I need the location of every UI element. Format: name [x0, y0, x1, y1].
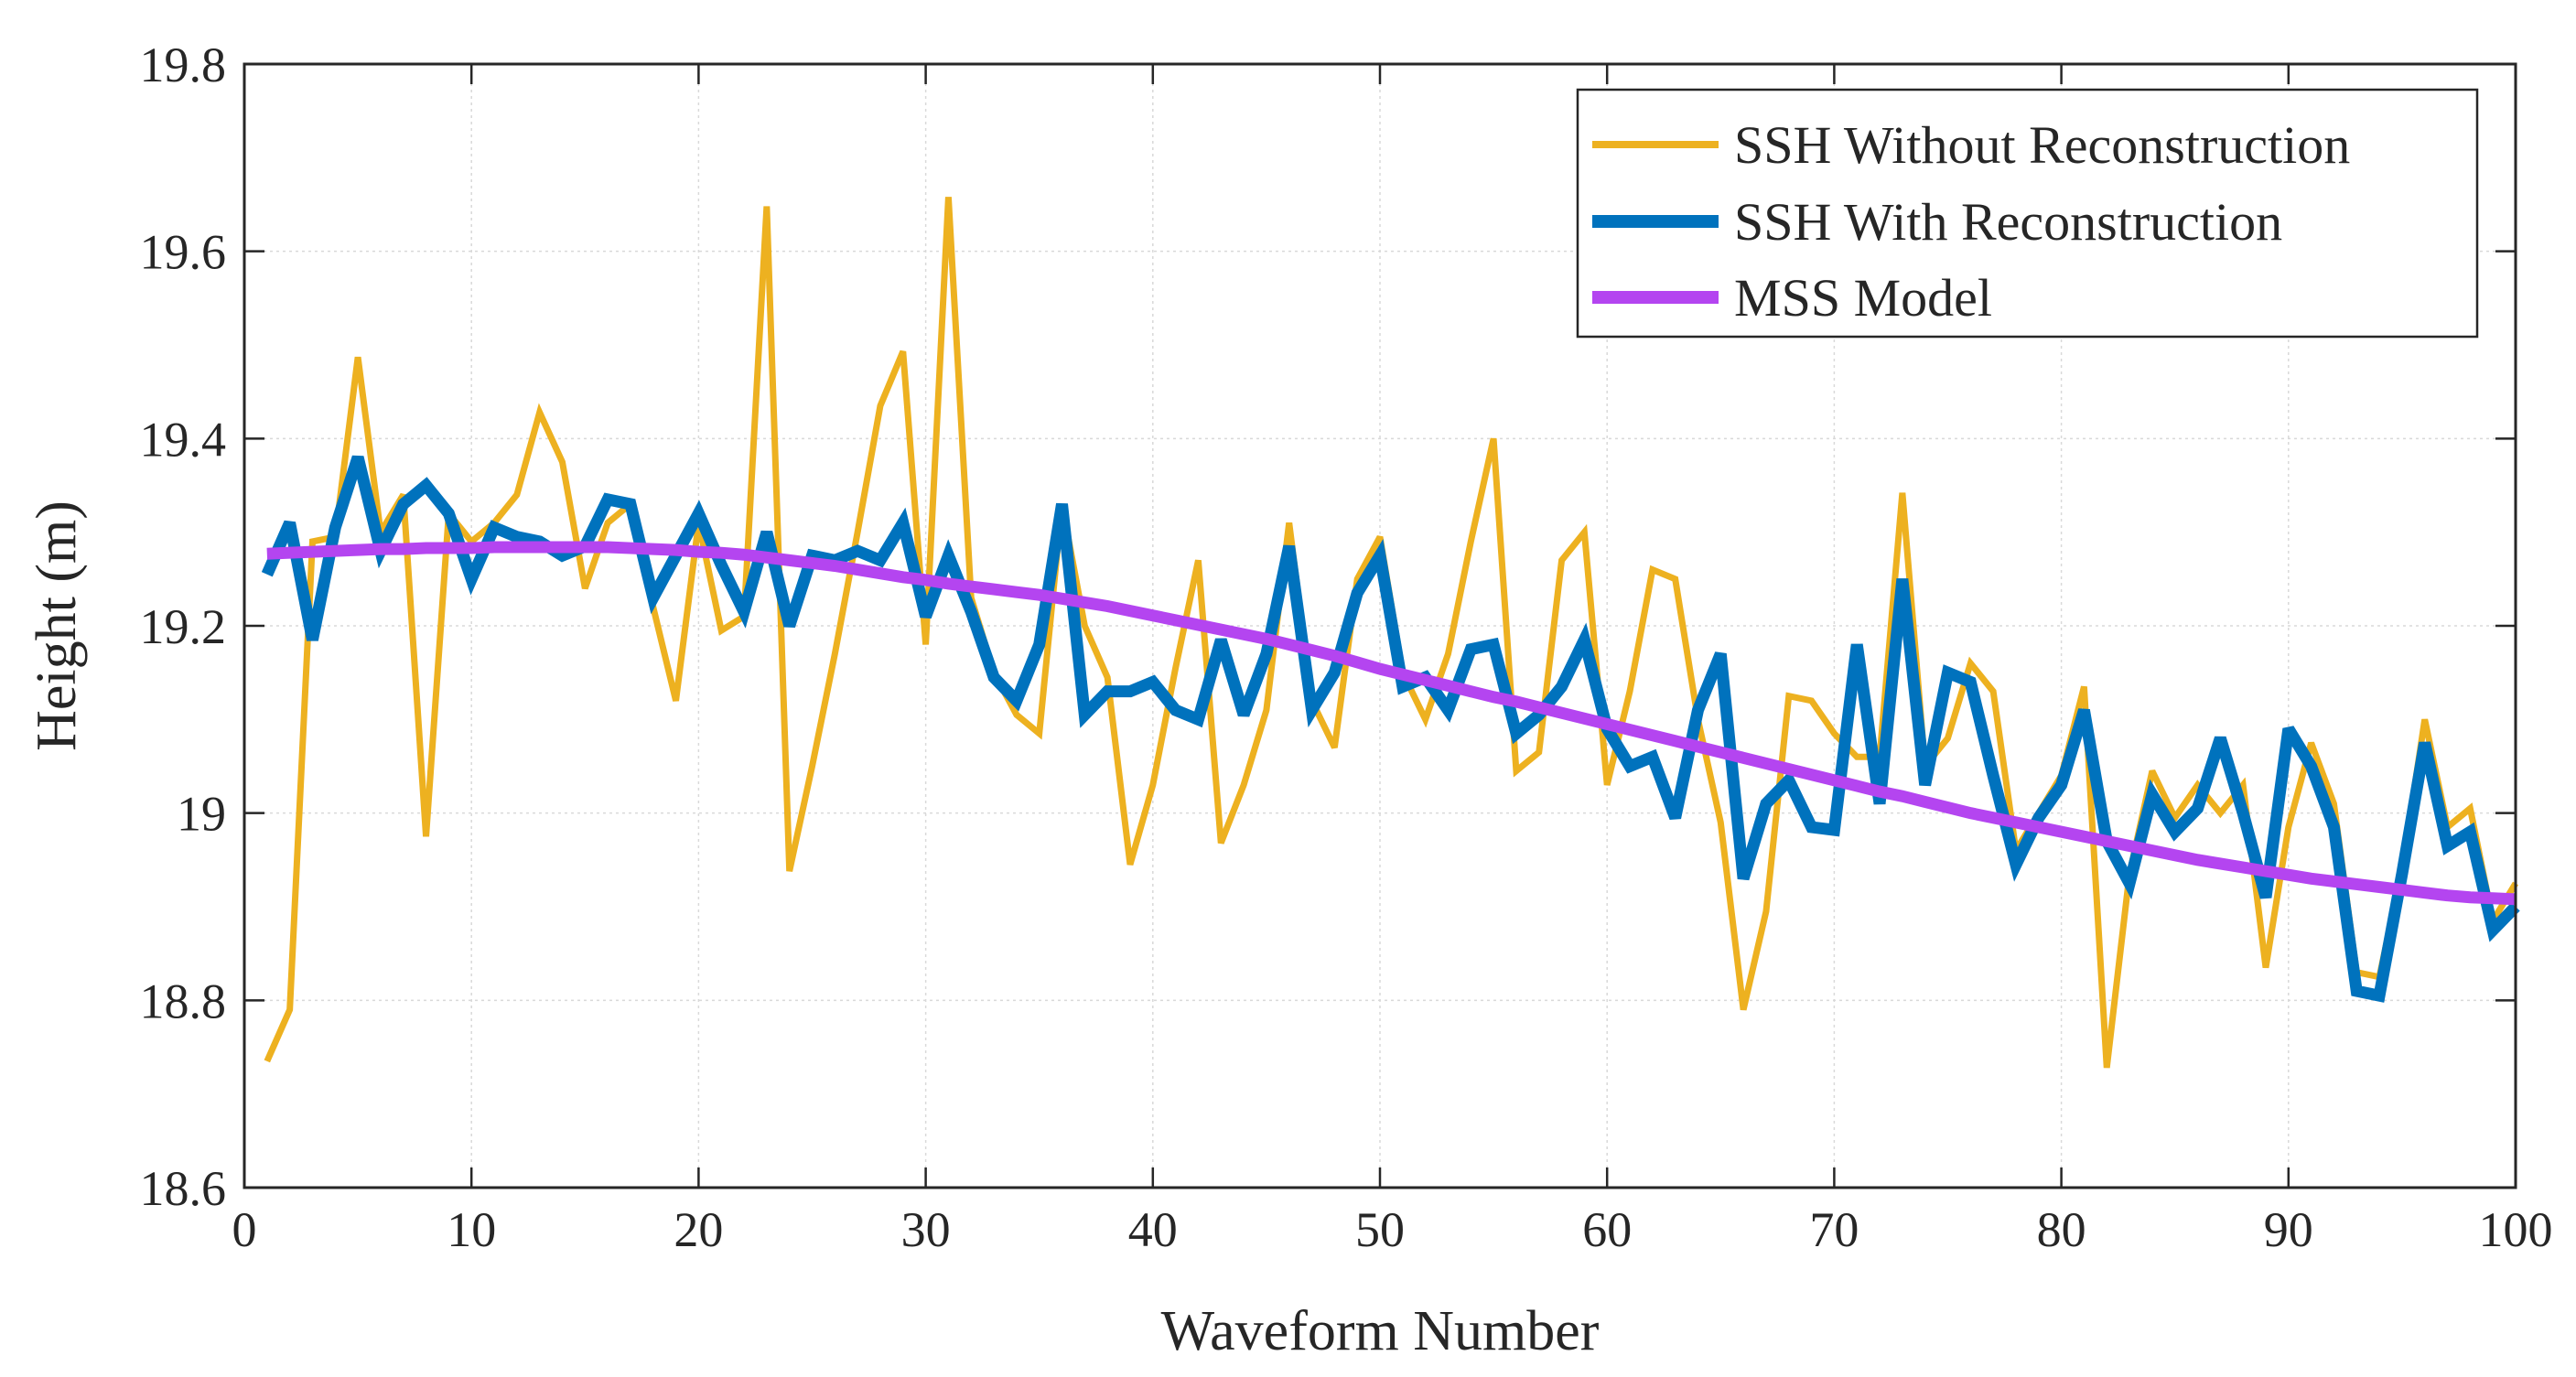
y-axis-title: Height (m): [26, 500, 88, 751]
x-tick-label: 10: [447, 1202, 496, 1257]
x-axis-title: Waveform Number: [1161, 1300, 1600, 1362]
x-tick-label: 90: [2264, 1202, 2313, 1257]
legend-label-ssh-with-reconstruction: SSH With Reconstruction: [1734, 192, 2282, 252]
x-tick-label: 40: [1128, 1202, 1178, 1257]
legend-box: [1576, 88, 2479, 339]
x-tick-label: 20: [674, 1202, 723, 1257]
x-tick-label: 60: [1582, 1202, 1632, 1257]
legend-label-mss-model: MSS Model: [1734, 268, 1992, 328]
x-tick-label: 50: [1355, 1202, 1405, 1257]
series-mss-model: [266, 541, 2517, 906]
axis-ticks: [243, 62, 2517, 1189]
series-lines: [261, 197, 2520, 1069]
y-tick-label: 19: [177, 787, 226, 842]
y-tick-label: 18.6: [140, 1161, 227, 1216]
y-tick-label: 18.8: [140, 974, 227, 1028]
y-tick-label: 19.8: [140, 38, 227, 92]
y-tick-label: 19.6: [140, 225, 227, 280]
y-tick-labels: 18.6 18.8 19 19.2 19.4 19.6 19.8: [140, 38, 227, 1216]
x-tick-labels: 0 10 20 30 40 50 60 70 80 90 100: [232, 1202, 2553, 1257]
x-tick-label: 30: [901, 1202, 951, 1257]
x-tick-label: 70: [1809, 1202, 1859, 1257]
x-tick-label: 80: [2037, 1202, 2086, 1257]
legend-label-ssh-without-reconstruction: SSH Without Reconstruction: [1734, 115, 2350, 175]
y-tick-label: 19.2: [140, 599, 227, 654]
legend: SSH Without Reconstruction SSH With Reco…: [1576, 88, 2479, 339]
x-tick-label: 100: [2479, 1202, 2553, 1257]
y-tick-label: 19.4: [140, 412, 227, 467]
x-tick-label: 0: [232, 1202, 257, 1257]
